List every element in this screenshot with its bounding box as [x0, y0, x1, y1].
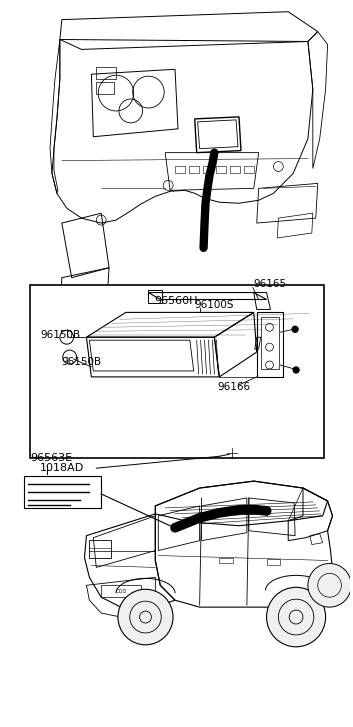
- Text: 96150B: 96150B: [62, 357, 102, 367]
- Circle shape: [293, 367, 299, 373]
- Text: 96560H: 96560H: [154, 295, 198, 305]
- Bar: [96, 68, 116, 79]
- Bar: [189, 166, 199, 174]
- Circle shape: [292, 326, 298, 332]
- Text: 96100S: 96100S: [195, 300, 234, 310]
- Text: 96563E: 96563E: [30, 453, 72, 463]
- Bar: [203, 166, 213, 174]
- Text: 96166: 96166: [217, 382, 251, 392]
- Circle shape: [118, 590, 173, 645]
- Bar: [216, 166, 226, 174]
- Circle shape: [263, 507, 270, 515]
- Text: 96165: 96165: [254, 278, 287, 289]
- Circle shape: [308, 563, 351, 607]
- Bar: [101, 585, 140, 597]
- Bar: [244, 166, 254, 174]
- Text: 96150B: 96150B: [40, 330, 80, 340]
- Bar: [89, 539, 111, 558]
- Bar: [230, 166, 240, 174]
- Text: 1018AD: 1018AD: [40, 463, 84, 473]
- Bar: [24, 476, 101, 508]
- Bar: [219, 558, 233, 563]
- Bar: [30, 284, 324, 458]
- Bar: [175, 166, 185, 174]
- Circle shape: [267, 587, 325, 647]
- Text: OOO: OOO: [115, 589, 126, 594]
- Bar: [96, 82, 114, 94]
- Bar: [267, 560, 280, 566]
